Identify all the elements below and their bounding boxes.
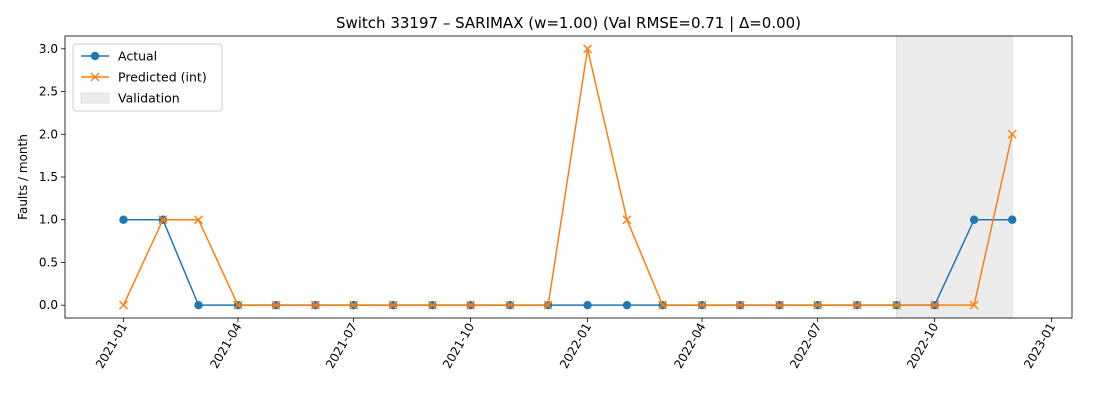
data-point: [583, 300, 592, 310]
data-point: [622, 300, 632, 310]
series-layer: [118, 44, 1017, 310]
data-point: [775, 300, 785, 310]
y-tick-label: 3.0: [39, 42, 58, 56]
x-tick-label: 2022-07: [787, 321, 824, 371]
legend: Actual Predicted (int) Validation: [72, 43, 223, 112]
data-point: [658, 300, 668, 310]
x-tick-label: 2021-01: [93, 321, 130, 371]
data-point: [194, 300, 203, 310]
data-point: [1008, 215, 1017, 224]
data-point: [349, 300, 359, 310]
x-tick-label: 2022-10: [904, 321, 941, 371]
data-point: [1007, 129, 1017, 139]
y-tick-label: 1.0: [39, 213, 58, 227]
legend-box: [72, 43, 223, 112]
data-point: [388, 300, 398, 310]
data-point: [118, 300, 128, 310]
data-point: [505, 300, 515, 310]
data-point: [427, 300, 437, 310]
x-tick-label: 2021-10: [440, 321, 477, 371]
data-point: [233, 300, 243, 310]
x-tick-label: 2021-07: [323, 321, 360, 371]
y-tick-label: 0.5: [39, 255, 58, 269]
validation-rect: [896, 35, 1013, 319]
series-line-1: [123, 218, 1013, 306]
data-point: [583, 44, 593, 54]
series-line-2: [122, 48, 1013, 306]
data-point: [969, 215, 979, 224]
legend-swatch-validation: [80, 92, 110, 104]
legend-label: Predicted (int): [118, 70, 207, 85]
x-tick-label: 2023-01: [1021, 321, 1058, 371]
chart-title: Switch 33197 – SARIMAX (w=1.00) (Val RMS…: [336, 14, 801, 32]
data-point: [892, 300, 902, 310]
data-point: [158, 215, 168, 225]
data-point: [735, 300, 745, 310]
data-point: [969, 300, 979, 310]
legend-marker: [90, 51, 100, 61]
data-point: [852, 300, 862, 310]
data-point: [622, 215, 632, 225]
data-point: [466, 300, 476, 310]
x-tick-label: 2022-01: [557, 321, 594, 371]
y-tick-label: 2.5: [39, 85, 58, 99]
validation-span: [896, 35, 1013, 319]
legend-label: Actual: [118, 49, 157, 64]
data-point: [119, 215, 128, 224]
legend-marker: [90, 72, 100, 82]
y-tick-label: 2.0: [39, 127, 58, 141]
data-point: [697, 300, 707, 310]
y-axis-label: Faults / month: [16, 134, 30, 220]
x-tick-label: 2022-04: [671, 321, 708, 371]
data-point: [310, 300, 320, 310]
data-point: [194, 215, 203, 225]
data-point: [813, 300, 823, 310]
x-tick-label: 2021-04: [207, 321, 244, 371]
legend-label: Validation: [118, 91, 180, 106]
data-point: [930, 300, 940, 310]
data-point: [543, 300, 553, 310]
y-tick-label: 0.0: [39, 298, 58, 312]
y-tick-label: 1.5: [39, 170, 58, 184]
data-point: [271, 300, 281, 310]
